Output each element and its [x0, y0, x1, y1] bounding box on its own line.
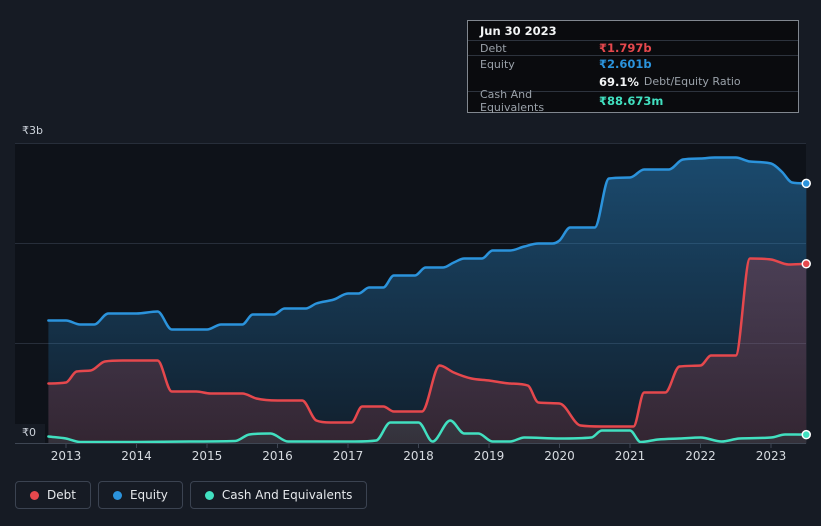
- tooltip-debt-equity-ratio: 69.1% Debt/Equity Ratio: [468, 72, 798, 92]
- equity-endpoint-dot: [801, 178, 811, 189]
- cash-and-equivalents-endpoint-dot: [801, 429, 811, 440]
- tooltip-equity-label: Equity: [480, 57, 515, 71]
- x-axis-label: 2017: [332, 449, 364, 463]
- tooltip-cash-value: ₹88.673m: [599, 94, 664, 108]
- x-axis-label: 2023: [755, 449, 787, 463]
- x-axis: 2013 2014 2015 2016 2017 2018 2019 2020 2021 2022…: [0, 449, 821, 465]
- legend-item-debt[interactable]: Debt: [15, 481, 91, 509]
- equity-area: [48, 157, 807, 444]
- tooltip-row-equity: Equity ₹2.601b: [468, 56, 798, 72]
- x-axis-label: 2015: [191, 449, 223, 463]
- debt-endpoint-dot: [801, 259, 811, 269]
- x-axis-label: 2020: [544, 449, 575, 463]
- legend-item-cash[interactable]: Cash And Equivalents: [189, 481, 368, 509]
- x-axis-label: 2022: [685, 449, 716, 463]
- x-axis-label: 2021: [614, 449, 646, 463]
- ratio-value: 69.1%: [599, 74, 639, 89]
- ratio-label: Debt/Equity Ratio: [643, 75, 741, 88]
- cash-series-dot-icon: [204, 490, 214, 500]
- debt-area: [48, 258, 807, 444]
- cash-and-equivalents-line: [47, 419, 808, 444]
- y-axis-label-0: ₹0: [22, 426, 36, 439]
- x-axis-label: 2019: [473, 449, 505, 463]
- y0-label-backdrop: [15, 424, 45, 443]
- tooltip-debt-label: Debt: [480, 41, 507, 55]
- tooltip-cash-label: Cash And Equivalents: [480, 88, 545, 114]
- x-axis-label: 2018: [403, 449, 434, 463]
- legend-item-equity[interactable]: Equity: [97, 481, 183, 509]
- x-axis-label: 2016: [262, 449, 293, 463]
- debt-series-dot-icon: [30, 490, 39, 500]
- debt-line: [47, 257, 808, 428]
- tooltip-equity-value: ₹2.601b: [599, 57, 652, 71]
- equity-series-dot-icon: [112, 490, 122, 500]
- x-axis-label: 2014: [121, 449, 152, 463]
- legend-cash-label: Cash And Equivalents: [221, 488, 353, 502]
- equity-line: [47, 156, 808, 331]
- y-axis-label-3b: ₹3b: [22, 124, 43, 137]
- legend-equity-label: Equity: [129, 488, 168, 502]
- tooltip-row-cash: Cash And Equivalents ₹88.673m: [468, 88, 798, 114]
- tooltip-debt-value: ₹1.797b: [599, 41, 652, 55]
- x-axis-label: 2013: [50, 449, 82, 463]
- legend-debt-label: Debt: [47, 488, 76, 502]
- chart-legend: Debt Equity Cash And Equivalents: [15, 481, 368, 509]
- tooltip-date: Jun 30 2023: [468, 21, 798, 41]
- tooltip-row-debt: Debt ₹1.797b: [468, 41, 798, 56]
- cash-and-equivalents-area: [48, 420, 807, 444]
- chart-tooltip: Jun 30 2023 Debt ₹1.797b Equity ₹2.601b …: [467, 20, 799, 114]
